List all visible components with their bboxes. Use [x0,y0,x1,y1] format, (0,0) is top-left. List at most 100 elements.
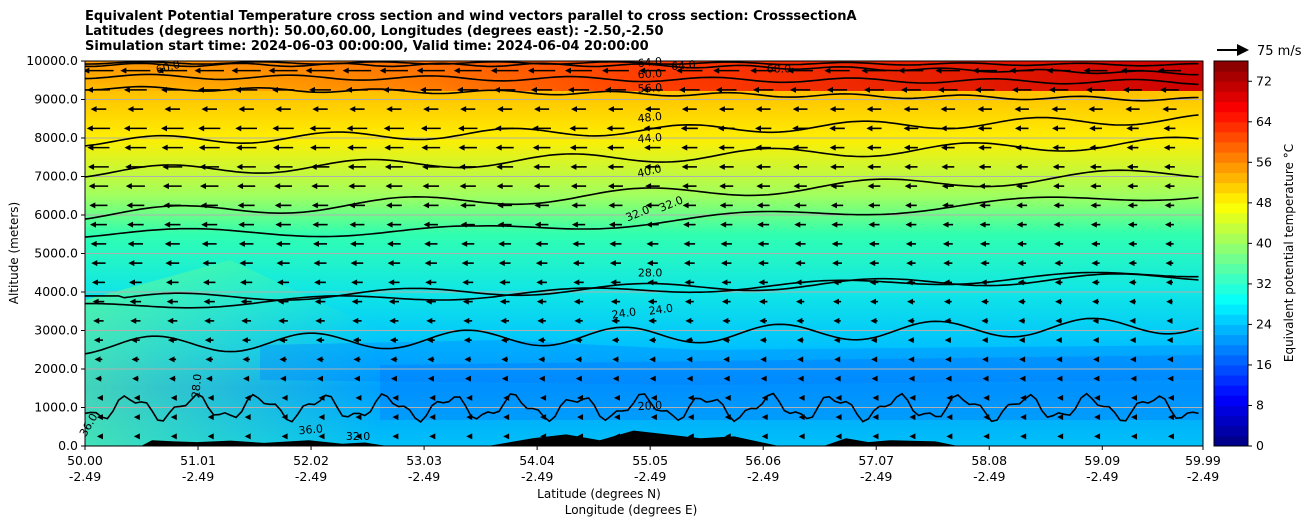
wind-vector-532 [903,106,919,113]
wind-vector-245 [277,279,290,286]
wind-vector-126 [316,356,324,363]
x-tick-lat-2: 52.02 [293,453,329,468]
colorbar-label: Equivalent potential temperature °C [1282,144,1296,362]
wind-vector-535 [1014,106,1029,113]
wind-vector-398 [385,183,403,190]
wind-vector-565 [1012,86,1032,93]
wind-vector-375 [645,202,660,209]
wind-vector-570 [85,67,114,74]
wind-vector-86 [1057,394,1064,401]
wind-vector-275 [276,260,290,267]
wind-vector-541 [123,86,147,93]
wind-vector-142 [908,356,915,363]
wind-vector-58 [1130,414,1137,421]
y-tick-label-8: 8000.0 [34,130,78,145]
wind-vector-315 [646,240,659,247]
wind-vector-460 [458,144,477,151]
wind-vector-103 [575,375,582,382]
x-tick-lon-6: -2.49 [747,469,779,484]
wind-vector-174 [981,337,988,344]
wind-vector-183 [204,317,215,324]
wind-vector-91 [132,375,139,382]
wind-vector-385 [1016,202,1028,209]
wind-vector-77 [724,394,731,401]
wind-vector-63 [207,394,214,401]
wind-vector-512 [164,106,181,113]
contour-60 [85,73,1199,86]
wind-vector-105 [649,375,656,382]
wind-vector-201 [870,317,878,324]
x-axis-label-2: Longitude (degrees E) [565,503,698,517]
colorbar-tick-label-2: 16 [1256,357,1272,372]
colorbar-tick-label-9: 72 [1256,73,1272,88]
wind-vector-433 [570,163,587,170]
wind-vector-332 [164,221,181,228]
y-tick-label-6: 6000.0 [34,207,78,222]
wind-vector-186 [315,317,325,324]
wind-vector-44 [613,414,620,421]
wind-vector-120 [94,356,103,363]
wind-vector-313 [572,240,585,247]
wind-vector-144 [982,356,989,363]
wind-vector-26 [1057,433,1064,440]
y-tick-label-0: 0.0 [58,438,78,453]
x-tick-lon-4: -2.49 [521,469,553,484]
wind-vector-234 [981,298,989,305]
wind-vector-569 [1160,86,1179,93]
wind-vector-258 [758,279,768,286]
wind-vector-214 [240,298,252,305]
wind-vector-25 [1020,433,1027,440]
wind-vector-404 [607,183,623,190]
wind-vector-153 [204,337,214,344]
colorbar-band [1214,435,1248,447]
colorbar-band [1214,405,1248,417]
wind-vector-271 [128,260,143,267]
wind-vector-335 [275,221,291,228]
wind-vector-50 [835,414,842,421]
wind-vector-191 [500,317,510,324]
wind-vector-208 [1129,317,1136,324]
wind-vector-273 [202,260,217,267]
wind-vector-316 [683,240,696,247]
wind-vector-568 [1123,86,1142,93]
x-tick-lon-7: -2.49 [860,469,892,484]
wind-vector-109 [797,375,804,382]
wind-vector-435 [644,163,661,170]
wind-vector-339 [423,221,439,228]
wind-vector-584 [602,67,629,74]
wind-vector-257 [721,279,732,286]
colorbar-band [1214,152,1248,163]
wind-vector-575 [268,67,298,74]
wind-vector-99 [427,375,434,382]
wind-vector-205 [1018,317,1025,324]
wind-vector-587 [713,67,740,74]
wind-vector-297 [1091,260,1100,267]
wind-vector-171 [870,337,878,344]
wind-vector-212 [166,298,178,305]
wind-vector-581 [490,67,519,74]
wind-vector-321 [868,240,880,247]
colorbar-band [1214,364,1248,376]
wind-vector-184 [241,317,252,324]
wind-vector-458 [384,144,404,151]
colorbar-band [1214,314,1248,325]
wind-vector-390 [88,183,109,190]
colorbar-tick-label-8: 64 [1256,114,1272,129]
wind-vector-97 [353,375,360,382]
wind-vector-564 [975,86,995,93]
wind-vector-360 [89,202,108,209]
wind-vector-55 [1020,414,1027,421]
contour-lines [85,61,1199,423]
colorbar-tick-label-4: 32 [1256,276,1272,291]
contour-32 [85,196,1199,238]
wind-vector-75 [650,394,657,401]
wind-vector-118 [1130,375,1137,382]
wind-vector-67 [355,394,362,401]
wind-vector-223 [573,298,584,305]
wind-vector-431 [496,163,514,170]
temperature-field-low-level-cold [260,340,1203,385]
wind-vector-254 [610,279,621,286]
wind-vector-446 [1052,163,1065,170]
wind-vector-505 [1014,125,1029,132]
colorbar-band [1214,101,1248,113]
